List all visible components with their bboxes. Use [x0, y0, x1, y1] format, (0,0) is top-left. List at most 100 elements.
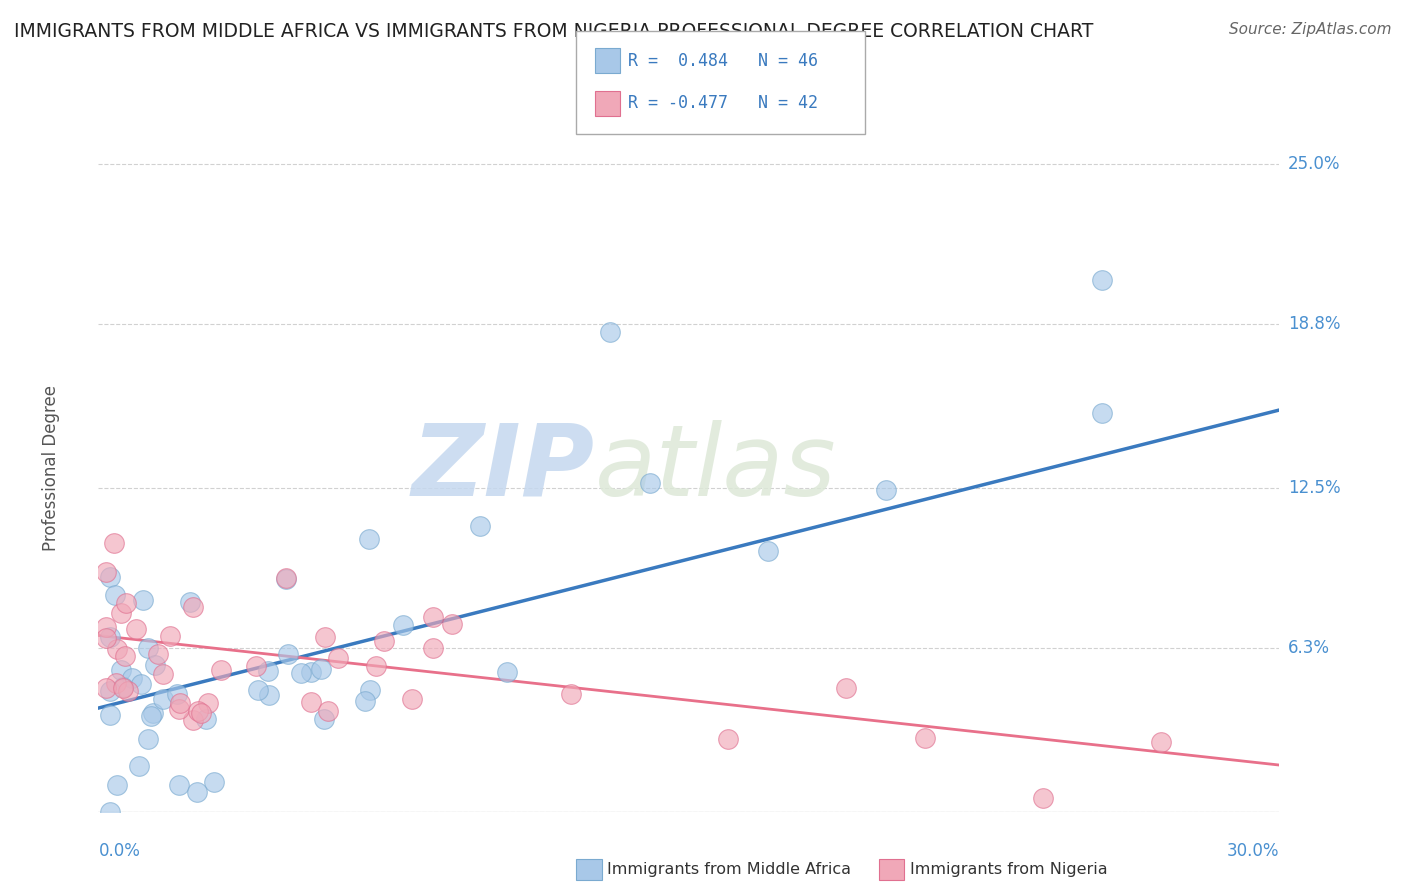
- Point: [309, 662, 332, 676]
- Point: [159, 629, 181, 643]
- Point: [167, 778, 190, 792]
- Point: [152, 667, 174, 681]
- Point: [875, 483, 897, 498]
- Point: [104, 588, 127, 602]
- Point: [179, 595, 201, 609]
- Point: [111, 680, 134, 694]
- Point: [364, 659, 387, 673]
- Point: [136, 640, 159, 655]
- Point: [142, 706, 165, 720]
- Text: Professional Degree: Professional Degree: [42, 385, 60, 551]
- Point: [391, 618, 413, 632]
- Point: [136, 731, 159, 746]
- Point: [359, 683, 381, 698]
- Text: 30.0%: 30.0%: [1227, 842, 1279, 860]
- Point: [96, 566, 118, 580]
- Point: [496, 665, 519, 680]
- Point: [299, 695, 322, 709]
- Point: [128, 759, 150, 773]
- Point: [98, 683, 121, 698]
- Point: [115, 596, 138, 610]
- Point: [357, 532, 380, 546]
- Text: IMMIGRANTS FROM MIDDLE AFRICA VS IMMIGRANTS FROM NIGERIA PROFESSIONAL DEGREE COR: IMMIGRANTS FROM MIDDLE AFRICA VS IMMIGRA…: [14, 22, 1094, 41]
- Point: [146, 647, 169, 661]
- Point: [186, 785, 208, 799]
- Point: [117, 683, 139, 698]
- Point: [599, 325, 621, 339]
- Point: [246, 682, 269, 697]
- Point: [98, 708, 121, 723]
- Point: [1150, 735, 1173, 749]
- Point: [143, 658, 166, 673]
- Point: [110, 663, 132, 677]
- Point: [105, 778, 128, 792]
- Point: [125, 622, 148, 636]
- Point: [139, 708, 162, 723]
- Point: [98, 805, 121, 819]
- Point: [257, 688, 280, 702]
- Point: [98, 570, 121, 584]
- Point: [111, 681, 134, 695]
- Point: [422, 641, 444, 656]
- Point: [314, 630, 336, 644]
- Point: [104, 676, 127, 690]
- Point: [152, 692, 174, 706]
- Point: [274, 572, 297, 586]
- Point: [835, 681, 858, 695]
- Point: [299, 665, 322, 679]
- Text: 12.5%: 12.5%: [1288, 479, 1340, 497]
- Point: [181, 600, 204, 615]
- Point: [132, 592, 155, 607]
- Point: [1091, 406, 1114, 420]
- Point: [194, 712, 217, 726]
- Point: [121, 671, 143, 685]
- Point: [756, 544, 779, 558]
- Text: Immigrants from Nigeria: Immigrants from Nigeria: [910, 863, 1108, 877]
- Point: [98, 630, 121, 644]
- Point: [129, 677, 152, 691]
- Point: [257, 664, 280, 678]
- Text: 0.0%: 0.0%: [98, 842, 141, 860]
- Point: [105, 641, 128, 656]
- Point: [914, 731, 936, 745]
- Point: [166, 687, 188, 701]
- Text: ZIP: ZIP: [412, 420, 595, 516]
- Text: R =  0.484   N = 46: R = 0.484 N = 46: [628, 52, 818, 70]
- Point: [181, 714, 204, 728]
- Point: [468, 519, 491, 533]
- Point: [169, 696, 191, 710]
- Text: atlas: atlas: [595, 420, 837, 516]
- Point: [638, 476, 661, 491]
- Text: 6.3%: 6.3%: [1288, 640, 1330, 657]
- Point: [441, 617, 464, 632]
- Point: [197, 696, 219, 710]
- Point: [354, 693, 377, 707]
- Point: [103, 535, 125, 549]
- Point: [110, 607, 132, 621]
- Point: [96, 681, 118, 695]
- Point: [245, 659, 267, 673]
- Point: [560, 687, 582, 701]
- Point: [1032, 791, 1054, 805]
- Text: Source: ZipAtlas.com: Source: ZipAtlas.com: [1229, 22, 1392, 37]
- Point: [326, 651, 349, 665]
- Point: [209, 663, 232, 677]
- Point: [401, 692, 423, 706]
- Point: [167, 702, 190, 716]
- Point: [312, 712, 335, 726]
- Text: 25.0%: 25.0%: [1288, 154, 1340, 173]
- Point: [316, 704, 339, 718]
- Point: [422, 610, 444, 624]
- Point: [96, 620, 118, 634]
- Point: [373, 634, 395, 648]
- Point: [187, 704, 209, 718]
- Text: R = -0.477   N = 42: R = -0.477 N = 42: [628, 95, 818, 112]
- Point: [1091, 273, 1114, 287]
- Point: [114, 649, 136, 664]
- Text: 18.8%: 18.8%: [1288, 316, 1340, 334]
- Text: Immigrants from Middle Africa: Immigrants from Middle Africa: [607, 863, 852, 877]
- Point: [202, 774, 225, 789]
- Point: [717, 731, 740, 746]
- Point: [274, 571, 297, 585]
- Point: [277, 648, 299, 662]
